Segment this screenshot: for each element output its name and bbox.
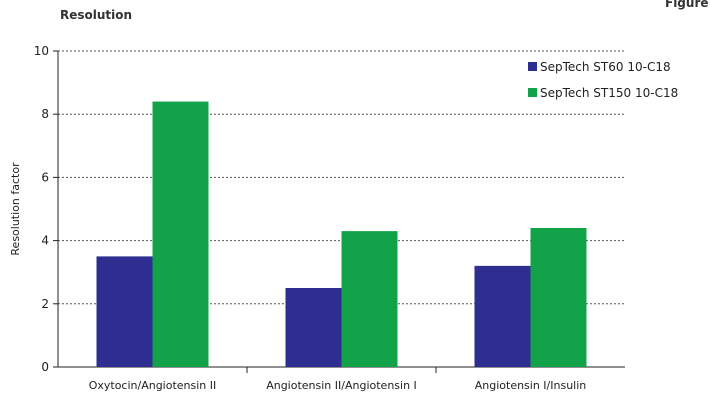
y-tick-label: 8: [41, 107, 49, 121]
y-tick-label: 6: [41, 170, 49, 184]
x-tick-label: Angiotensin II/Angiotensin I: [266, 379, 417, 392]
bar: [152, 101, 209, 367]
legend-label: SepTech ST60 10-C18: [540, 60, 671, 74]
y-tick-label: 10: [34, 44, 49, 58]
legend-swatch: [528, 88, 537, 97]
legend-label: SepTech ST150 10-C18: [540, 86, 678, 100]
y-axis-label: Resolution factor: [9, 162, 22, 256]
axis-labels: 0 2 4 6 8 10 Oxytocin/Angiotensin II Angiotensi…: [9, 44, 586, 392]
legend-swatch: [528, 62, 537, 71]
y-tick-label: 2: [41, 297, 49, 311]
y-tick-label: 4: [41, 234, 49, 248]
chart-title: Resolution: [60, 8, 133, 22]
x-tick-label: Angiotensin I/Insulin: [475, 379, 587, 392]
legend: SepTech ST60 10-C18 SepTech ST150 10-C18: [528, 60, 678, 100]
x-tick-label: Oxytocin/Angiotensin II: [89, 379, 217, 392]
bar: [285, 288, 342, 367]
bar: [530, 227, 587, 367]
bars: [96, 101, 587, 367]
y-tick-label: 0: [41, 360, 49, 374]
bar: [96, 256, 153, 367]
bar: [341, 231, 398, 367]
figure-label: Figure: [665, 0, 709, 10]
bar: [474, 265, 531, 367]
